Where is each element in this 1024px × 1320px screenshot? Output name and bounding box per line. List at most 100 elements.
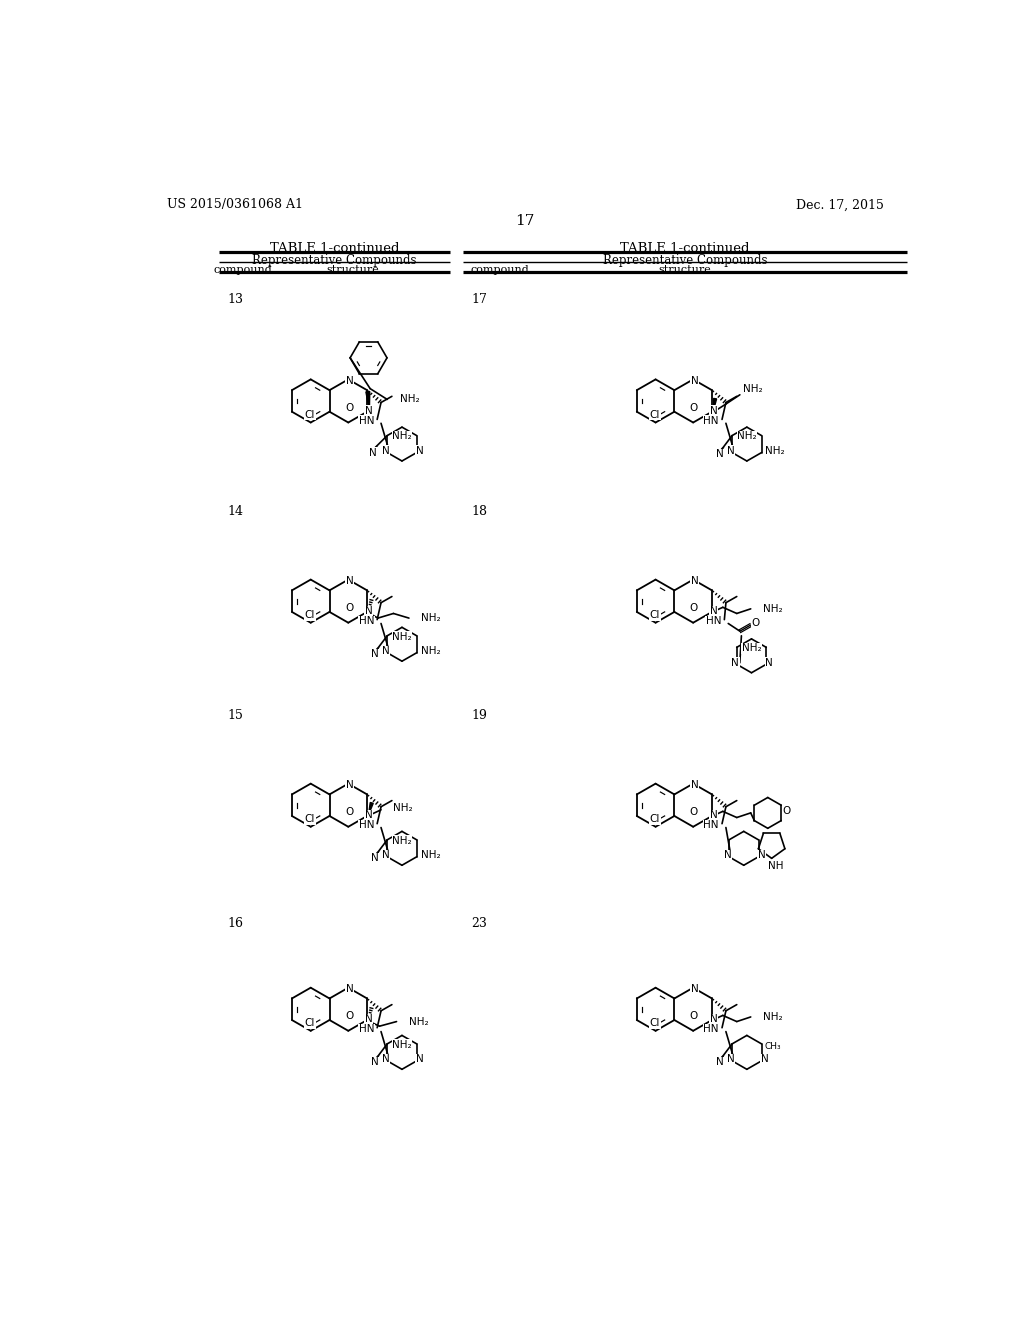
Text: 17: 17	[471, 293, 487, 306]
Text: NH: NH	[768, 861, 783, 871]
Text: N: N	[716, 1057, 724, 1068]
Text: N: N	[710, 407, 718, 416]
Text: 13: 13	[227, 293, 244, 306]
Text: CH₃: CH₃	[765, 1043, 781, 1052]
Text: O: O	[345, 403, 353, 413]
Text: NH₂: NH₂	[421, 612, 441, 623]
Text: 15: 15	[227, 709, 243, 722]
Text: N: N	[382, 647, 389, 656]
Text: NH₂: NH₂	[409, 1016, 429, 1027]
Text: NH₂: NH₂	[766, 446, 785, 455]
Text: N: N	[691, 985, 698, 994]
Text: N: N	[382, 850, 389, 861]
Text: NH₂: NH₂	[763, 603, 782, 614]
Text: N: N	[346, 376, 353, 385]
Text: NH₂: NH₂	[393, 804, 413, 813]
Text: N: N	[731, 657, 739, 668]
Text: N: N	[691, 576, 698, 586]
Text: NH₂: NH₂	[392, 631, 412, 642]
Text: NH₂: NH₂	[737, 432, 757, 441]
Text: structure: structure	[327, 264, 379, 275]
Text: NH₂: NH₂	[743, 384, 763, 393]
Text: N: N	[346, 576, 353, 586]
Text: 14: 14	[227, 506, 244, 517]
Text: NH₂: NH₂	[421, 850, 440, 861]
Text: Representative Compounds: Representative Compounds	[252, 253, 417, 267]
Text: O: O	[690, 603, 698, 612]
Text: HN: HN	[703, 820, 719, 830]
Text: O: O	[690, 807, 698, 817]
Text: N: N	[710, 810, 718, 820]
Text: N: N	[371, 649, 379, 659]
Text: HN: HN	[358, 616, 374, 626]
Text: HN: HN	[706, 616, 721, 626]
Text: Dec. 17, 2015: Dec. 17, 2015	[796, 198, 884, 211]
Text: TABLE 1-continued: TABLE 1-continued	[269, 242, 399, 255]
Text: N: N	[716, 449, 724, 459]
Text: N: N	[371, 853, 379, 863]
Text: O: O	[782, 807, 791, 816]
Polygon shape	[366, 392, 370, 411]
Text: NH₂: NH₂	[763, 1012, 782, 1022]
Text: Representative Compounds: Representative Compounds	[602, 253, 767, 267]
Text: 19: 19	[471, 709, 487, 722]
Text: N: N	[365, 407, 373, 416]
Text: NH₂: NH₂	[392, 836, 412, 846]
Text: NH₂: NH₂	[421, 647, 440, 656]
Text: NH₂: NH₂	[399, 395, 419, 404]
Text: O: O	[690, 403, 698, 413]
Text: structure: structure	[658, 264, 711, 275]
Polygon shape	[714, 399, 717, 411]
Text: NH₂: NH₂	[741, 643, 761, 653]
Text: N: N	[346, 985, 353, 994]
Text: N: N	[727, 446, 734, 455]
Text: Cl: Cl	[305, 610, 315, 620]
Text: O: O	[345, 603, 353, 612]
Text: O: O	[345, 807, 353, 817]
Text: Cl: Cl	[649, 409, 660, 420]
Text: 17: 17	[515, 214, 535, 228]
Text: Cl: Cl	[305, 1018, 315, 1028]
Text: N: N	[710, 606, 718, 616]
Text: N: N	[724, 850, 731, 861]
Text: N: N	[416, 1055, 424, 1064]
Text: Cl: Cl	[649, 1018, 660, 1028]
Text: N: N	[727, 1055, 734, 1064]
Text: 16: 16	[227, 917, 244, 929]
Text: HN: HN	[703, 1024, 719, 1035]
Text: N: N	[758, 850, 766, 861]
Text: TABLE 1-continued: TABLE 1-continued	[621, 242, 750, 255]
Text: N: N	[365, 1014, 373, 1024]
Text: N: N	[365, 810, 373, 820]
Text: N: N	[710, 1014, 718, 1024]
Text: NH₂: NH₂	[392, 1040, 412, 1049]
Text: Cl: Cl	[305, 814, 315, 824]
Text: HN: HN	[358, 1024, 374, 1035]
Text: N: N	[691, 780, 698, 791]
Text: N: N	[382, 446, 389, 455]
Text: Cl: Cl	[649, 610, 660, 620]
Text: NH₂: NH₂	[392, 432, 412, 441]
Text: N: N	[370, 447, 377, 458]
Text: HN: HN	[358, 416, 374, 426]
Text: HN: HN	[703, 416, 719, 426]
Text: N: N	[371, 1057, 379, 1068]
Text: N: N	[766, 657, 773, 668]
Text: N: N	[416, 446, 424, 455]
Text: Cl: Cl	[649, 814, 660, 824]
Text: compound: compound	[471, 264, 529, 275]
Text: N: N	[382, 1055, 389, 1064]
Polygon shape	[369, 803, 373, 814]
Text: US 2015/0361068 A1: US 2015/0361068 A1	[167, 198, 303, 211]
Text: Cl: Cl	[305, 409, 315, 420]
Text: 18: 18	[471, 506, 487, 517]
Text: N: N	[365, 606, 373, 616]
Text: O: O	[345, 1011, 353, 1020]
Text: O: O	[752, 619, 760, 628]
Text: N: N	[691, 376, 698, 385]
Text: O: O	[690, 1011, 698, 1020]
Text: 23: 23	[471, 917, 487, 929]
Text: HN: HN	[358, 820, 374, 830]
Text: compound: compound	[213, 264, 272, 275]
Text: N: N	[761, 1055, 769, 1064]
